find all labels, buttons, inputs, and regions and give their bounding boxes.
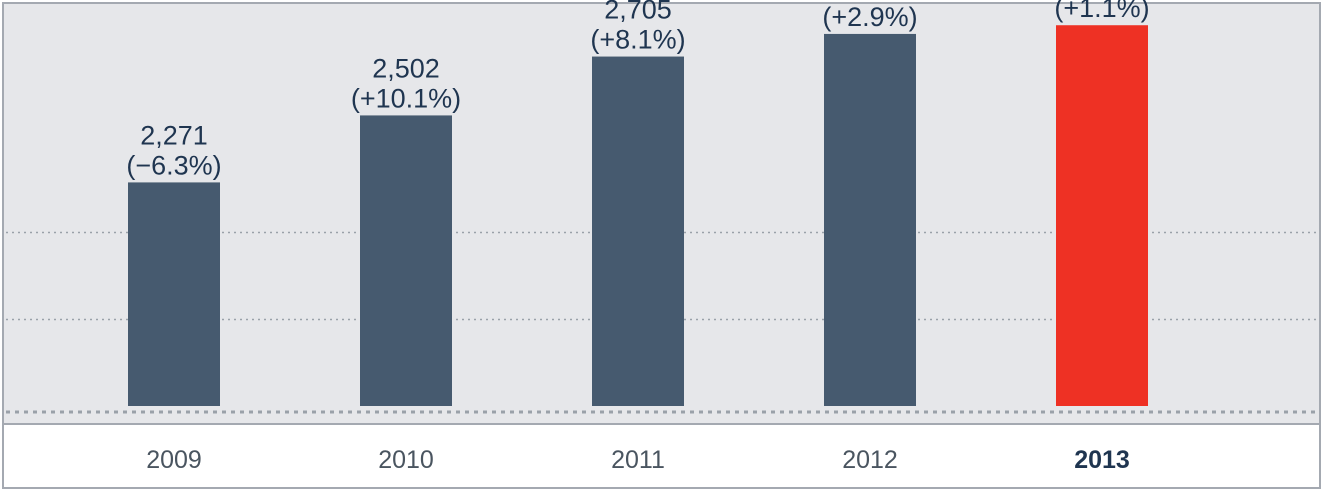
change-label: (+8.1%) — [590, 25, 685, 55]
bar-2010 — [360, 115, 452, 407]
x-tick-label: 2012 — [842, 446, 898, 474]
change-label: (+1.1%) — [1054, 0, 1149, 23]
change-label: (+2.9%) — [822, 2, 917, 32]
x-tick-label: 2011 — [611, 446, 665, 474]
bar-2011 — [592, 56, 684, 407]
value-label: 2,271 — [140, 120, 208, 150]
bars-layer — [128, 25, 1148, 407]
x-tick-label: 2013 — [1074, 446, 1130, 474]
bar-2013 — [1056, 25, 1148, 406]
value-label: 2,705 — [604, 0, 672, 25]
x-tick-labels-layer: 2009 2010 2011 2012 2013 — [146, 446, 1130, 474]
bar-2009 — [128, 182, 220, 406]
tick-band — [4, 424, 1319, 487]
change-label: (+10.1%) — [351, 83, 461, 113]
x-tick-label: 2010 — [378, 446, 434, 474]
x-tick-label: 2009 — [146, 446, 202, 474]
change-label: (−6.3%) — [126, 150, 221, 180]
bar-2012 — [824, 33, 916, 407]
data-labels-layer: 2,271(−6.3%) 2,502(+10.1%) 2,705(+8.1%) 2,7… — [126, 0, 1149, 180]
value-label: 2,783 — [836, 0, 904, 2]
value-label: 2,502 — [372, 53, 440, 83]
